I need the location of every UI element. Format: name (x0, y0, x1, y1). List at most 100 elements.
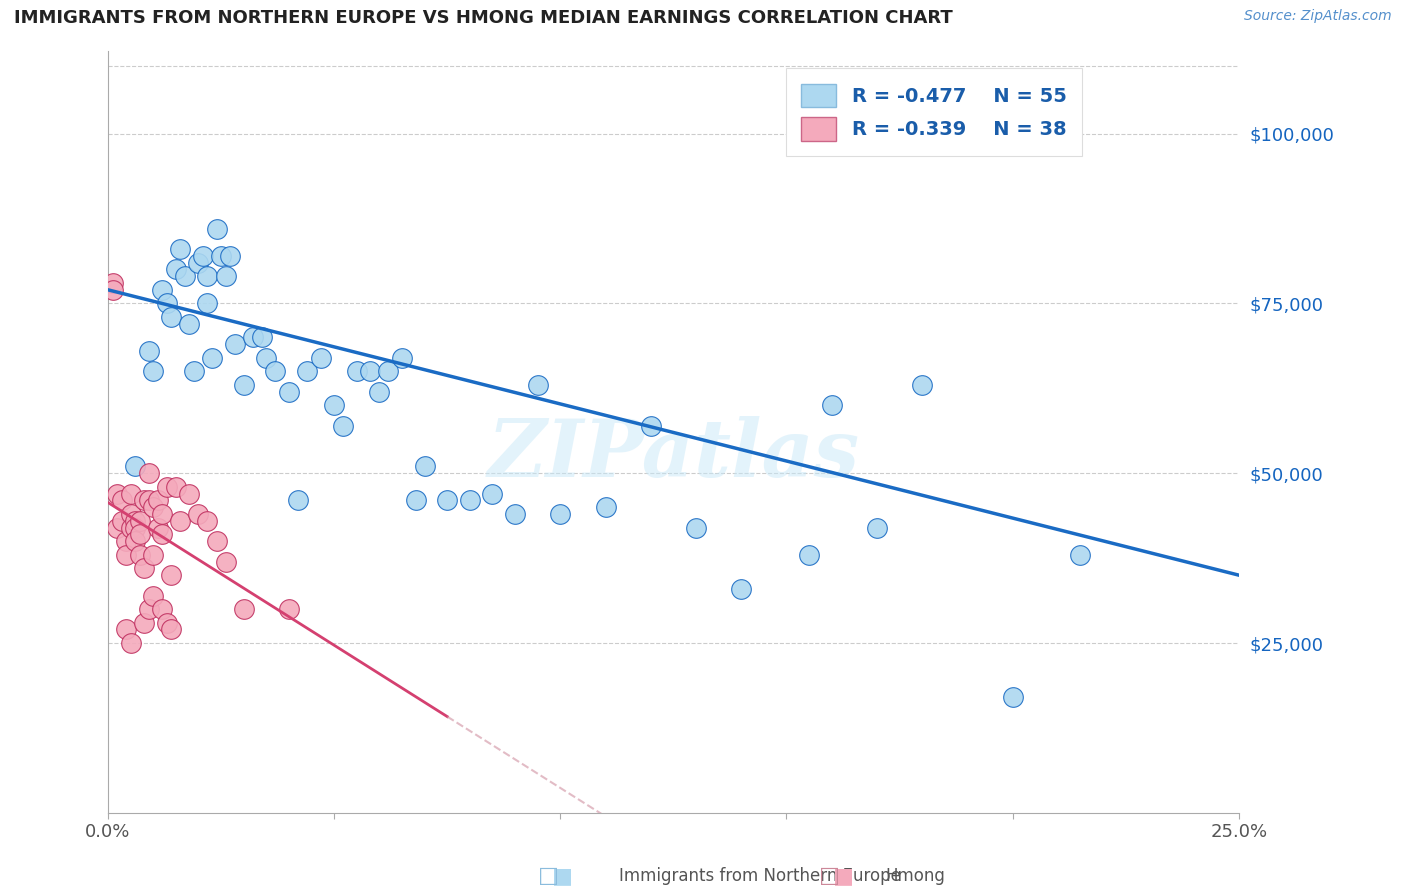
Point (295, 364, 318, 378)
Text: □: □ (820, 866, 839, 886)
Point (187, 255, 209, 269)
Point (138, 467, 160, 481)
Point (110, 514, 132, 528)
Point (110, 493, 132, 508)
Point (481, 486, 503, 500)
Point (146, 493, 169, 508)
Point (436, 493, 458, 508)
Text: ZIPatlas: ZIPatlas (488, 416, 859, 493)
Text: Hmong: Hmong (886, 867, 946, 885)
Point (205, 534, 228, 549)
Point (277, 384, 299, 399)
Point (101, 276, 124, 290)
Point (120, 507, 142, 521)
Point (323, 398, 346, 412)
Point (179, 486, 201, 500)
Point (115, 548, 138, 562)
Point (391, 351, 413, 365)
Point (264, 364, 287, 378)
Point (214, 269, 236, 284)
Point (183, 364, 205, 378)
Point (359, 364, 381, 378)
Point (115, 623, 138, 637)
Point (503, 507, 526, 521)
Point (242, 330, 264, 344)
Point (332, 418, 354, 433)
Point (160, 310, 183, 324)
Point (138, 602, 160, 616)
Point (346, 364, 368, 378)
Point (124, 514, 146, 528)
Point (165, 480, 187, 494)
Point (821, 398, 844, 412)
Point (911, 378, 934, 392)
Point (142, 500, 165, 515)
Point (526, 378, 548, 392)
Point (120, 520, 142, 534)
Text: IMMIGRANTS FROM NORTHERN EUROPE VS HMONG MEDIAN EARNINGS CORRELATION CHART: IMMIGRANTS FROM NORTHERN EUROPE VS HMONG… (14, 9, 953, 27)
Point (550, 507, 572, 521)
Point (160, 568, 183, 582)
Point (685, 520, 707, 534)
Point (187, 507, 209, 521)
Point (179, 317, 201, 331)
Point (124, 459, 146, 474)
Point (101, 283, 124, 297)
Point (866, 520, 889, 534)
Point (128, 514, 150, 528)
Point (413, 459, 436, 474)
Point (250, 330, 273, 344)
Point (142, 364, 165, 378)
Point (1001, 690, 1024, 705)
Point (730, 582, 752, 596)
Point (115, 534, 138, 549)
Point (287, 493, 309, 508)
Point (150, 527, 173, 541)
Point (150, 283, 173, 297)
Point (134, 493, 156, 508)
Point (191, 249, 214, 263)
Point (309, 351, 332, 365)
Text: □: □ (538, 866, 558, 886)
Point (105, 486, 128, 500)
Point (201, 351, 224, 365)
Text: ■: ■ (834, 866, 853, 886)
Point (165, 262, 187, 277)
Point (209, 249, 232, 263)
Point (368, 384, 391, 399)
Point (797, 548, 820, 562)
Point (128, 527, 150, 541)
Point (138, 493, 160, 508)
Text: ■: ■ (553, 866, 572, 886)
Point (224, 337, 246, 351)
Point (640, 418, 662, 433)
Point (105, 520, 128, 534)
Point (120, 636, 142, 650)
Point (232, 378, 254, 392)
Point (197, 296, 219, 310)
Point (458, 493, 481, 508)
Point (134, 561, 156, 575)
Point (595, 500, 617, 515)
Point (254, 351, 277, 365)
Point (120, 486, 142, 500)
Point (219, 249, 242, 263)
Text: Immigrants from Northern Europe: Immigrants from Northern Europe (619, 867, 900, 885)
Point (156, 296, 179, 310)
Point (160, 623, 183, 637)
Point (138, 343, 160, 358)
Point (150, 602, 173, 616)
Point (405, 493, 427, 508)
Point (142, 589, 165, 603)
Point (1069, 548, 1091, 562)
Point (150, 507, 173, 521)
Point (156, 480, 179, 494)
Point (169, 242, 191, 256)
Point (197, 269, 219, 284)
Point (197, 514, 219, 528)
Point (277, 602, 299, 616)
Point (156, 615, 179, 630)
Point (169, 514, 191, 528)
Point (377, 364, 399, 378)
Point (146, 520, 169, 534)
